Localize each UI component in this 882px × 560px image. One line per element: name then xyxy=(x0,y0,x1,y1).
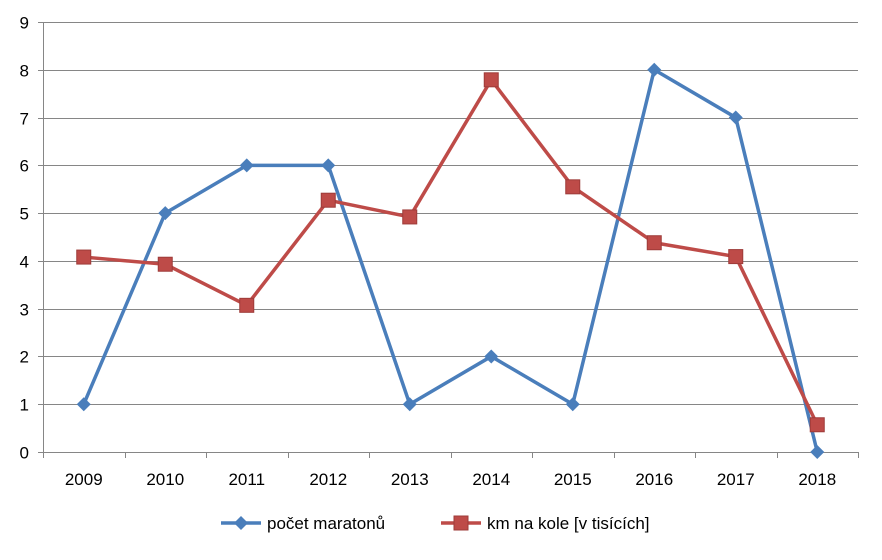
data-point xyxy=(565,179,581,195)
y-tick-label: 1 xyxy=(20,396,29,415)
y-tick-label: 8 xyxy=(20,62,29,81)
series-line xyxy=(82,68,819,454)
y-tick-label: 0 xyxy=(20,444,29,463)
series-1 xyxy=(76,62,825,459)
data-point xyxy=(76,249,92,265)
x-tick-label: 2017 xyxy=(717,470,755,489)
series-layer xyxy=(76,62,825,459)
data-point xyxy=(728,249,744,265)
y-tick-label: 7 xyxy=(20,110,29,129)
series-line xyxy=(82,78,819,427)
legend-label: km na kole [v tisících] xyxy=(487,514,650,533)
x-tick-label: 2016 xyxy=(635,470,673,489)
data-point xyxy=(647,62,662,77)
x-tick-label: 2009 xyxy=(65,470,103,489)
data-point xyxy=(646,235,662,251)
data-point xyxy=(76,397,91,412)
data-point xyxy=(565,397,580,412)
data-point xyxy=(728,110,743,125)
series-2 xyxy=(76,72,825,433)
x-tick-label: 2011 xyxy=(228,470,265,489)
data-point xyxy=(809,417,825,433)
gridlines xyxy=(43,22,858,405)
legend-item: počet maratonů xyxy=(221,514,385,533)
data-point xyxy=(157,256,173,272)
data-point xyxy=(810,445,825,459)
data-point xyxy=(402,209,418,225)
x-tick-label: 2010 xyxy=(146,470,184,489)
data-point xyxy=(484,349,499,364)
y-tick-label: 5 xyxy=(20,205,29,224)
data-point xyxy=(321,158,336,173)
y-tick-label: 2 xyxy=(20,348,29,367)
data-point xyxy=(158,206,173,221)
x-axis-tick-labels: 2009 2010 2011 2012 2013 2014 2015 2016 2017 2018 xyxy=(65,470,836,489)
legend-item: km na kole [v tisících] xyxy=(441,514,650,533)
legend-label: počet maratonů xyxy=(267,514,385,533)
x-tick-label: 2018 xyxy=(798,470,836,489)
y-tick-label: 4 xyxy=(20,253,29,272)
y-tick-label: 3 xyxy=(20,301,29,320)
y-tick-label: 9 xyxy=(20,14,29,33)
data-point xyxy=(402,397,417,412)
y-tick-label: 6 xyxy=(20,157,29,176)
legend: počet maratonů km na kole [v tisících] xyxy=(221,514,650,533)
x-tick-label: 2014 xyxy=(472,470,510,489)
data-point xyxy=(239,297,255,313)
legend-marker xyxy=(234,516,248,530)
data-point xyxy=(483,72,499,88)
x-tick-label: 2015 xyxy=(554,470,592,489)
y-axis-tick-labels: 0 1 2 3 4 5 6 7 8 9 xyxy=(20,14,29,463)
legend-marker xyxy=(453,515,469,531)
x-tick-label: 2013 xyxy=(391,470,429,489)
axes xyxy=(38,22,859,458)
x-tick-label: 2012 xyxy=(309,470,347,489)
data-point xyxy=(320,192,336,208)
data-point xyxy=(239,158,254,173)
